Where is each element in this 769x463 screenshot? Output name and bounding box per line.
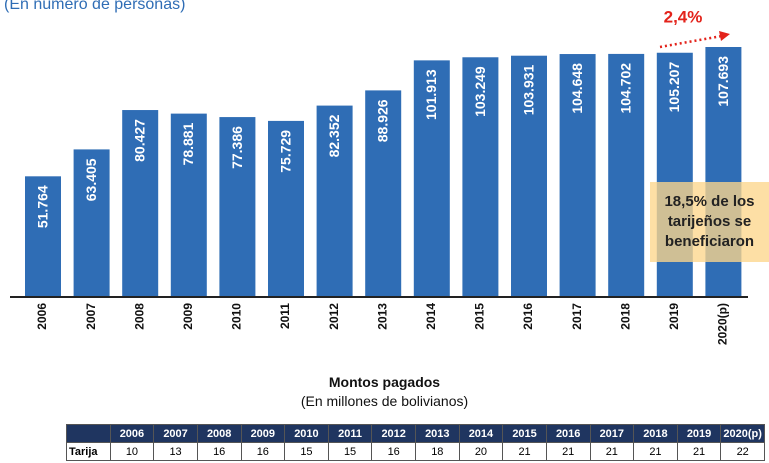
value-label: 101.913 xyxy=(423,69,439,120)
x-tick-label: 2006 xyxy=(35,303,49,330)
x-tick-label: 2014 xyxy=(424,303,438,330)
header-cell: 2011 xyxy=(327,424,373,443)
header-cell: 2006 xyxy=(109,424,155,443)
header-cell: 2012 xyxy=(371,424,416,443)
value-label: 80.427 xyxy=(132,119,148,162)
header-cell: 2020(p) xyxy=(720,424,765,443)
table-cell: 16 xyxy=(371,442,416,461)
value-label: 88.926 xyxy=(375,99,391,142)
value-label: 105.207 xyxy=(666,62,682,113)
table-cell: 18 xyxy=(415,442,460,461)
value-label: 77.386 xyxy=(229,126,245,169)
bar xyxy=(25,176,61,296)
value-label: 82.352 xyxy=(326,114,342,157)
bar xyxy=(365,90,402,296)
header-cell: 2007 xyxy=(153,424,198,443)
growth-arrow xyxy=(659,34,723,49)
bar xyxy=(219,117,256,296)
arrow-head xyxy=(719,31,730,41)
value-label: 103.249 xyxy=(472,66,488,117)
bar xyxy=(413,60,450,296)
table-cell: 16 xyxy=(240,442,286,461)
table-cell: 16 xyxy=(196,442,242,461)
table-cell: 15 xyxy=(327,442,373,461)
header-cell: 2019 xyxy=(676,424,722,443)
value-label: 104.702 xyxy=(618,63,634,114)
header-cell: 2013 xyxy=(415,424,460,443)
x-tick-label: 2008 xyxy=(132,303,146,330)
amounts-table: 2006 2007 2008 2009 2010 2011 2012 2013 2014 2015… xyxy=(66,424,765,461)
x-tick-label: 2018 xyxy=(618,303,632,330)
value-label: 78.881 xyxy=(180,122,196,165)
table-cell: 10 xyxy=(109,442,155,461)
bar xyxy=(511,55,547,296)
bar xyxy=(122,110,159,296)
x-tick-label: 2012 xyxy=(327,303,341,330)
bar xyxy=(316,105,353,296)
value-label: 107.693 xyxy=(715,56,731,107)
table-cell: 15 xyxy=(284,442,329,461)
table-cell: 21 xyxy=(589,442,635,461)
table-cell: 21 xyxy=(633,442,678,461)
bar xyxy=(462,57,499,296)
header-cell: 2014 xyxy=(458,424,504,443)
table-cell: 21 xyxy=(676,442,722,461)
value-label: 75.729 xyxy=(277,130,293,173)
table-cell: 20 xyxy=(458,442,504,461)
table-cell: 21 xyxy=(502,442,547,461)
header-cell: 2010 xyxy=(284,424,329,443)
bar xyxy=(73,149,110,296)
value-label: 103.931 xyxy=(520,64,536,115)
table-title: Montos pagados xyxy=(328,374,441,390)
x-tick-label: 2011 xyxy=(278,303,292,329)
x-tick-label: 2009 xyxy=(181,303,195,330)
table-cell: 13 xyxy=(153,442,198,461)
bar xyxy=(170,113,207,296)
table-cell: 21 xyxy=(545,442,591,461)
x-tick-label: 2007 xyxy=(84,303,98,330)
x-tick-label: 2013 xyxy=(375,303,389,330)
x-tick-label: 2015 xyxy=(473,303,487,330)
x-tick-label: 2010 xyxy=(230,303,244,330)
header-cell: 2018 xyxy=(633,424,678,443)
value-label: 63.405 xyxy=(83,158,99,201)
corner-cell xyxy=(66,424,111,443)
table-subtitle: (En millones de bolivianos) xyxy=(300,393,469,409)
header-cell: 2009 xyxy=(240,424,286,443)
x-tick-label: 2020(p) xyxy=(716,303,730,345)
x-tick-label: 2016 xyxy=(521,303,535,330)
x-tick-label: 2017 xyxy=(570,303,584,330)
table-cell: Tarija xyxy=(66,442,111,461)
growth-annotation: 2,4% xyxy=(664,7,703,26)
header-cell: 2015 xyxy=(502,424,547,443)
value-label: 51.764 xyxy=(34,185,50,228)
x-tick-label: 2019 xyxy=(667,303,681,330)
header-cell: 2017 xyxy=(589,424,635,443)
note-box: 18,5% de los tarijeños se beneficiaron xyxy=(650,182,769,262)
value-label: 104.648 xyxy=(569,63,585,114)
bar xyxy=(559,54,596,296)
table-cell: 22 xyxy=(720,442,765,461)
header-cell: 2016 xyxy=(545,424,591,443)
bar xyxy=(268,120,304,296)
bar xyxy=(608,53,645,296)
table-row: Tarija 10 13 16 16 15 15 16 18 20 21 21 21 21 21 22 xyxy=(66,442,765,461)
chart-subtitle: (En número de personas) xyxy=(4,0,185,13)
header-cell: 2008 xyxy=(196,424,242,443)
